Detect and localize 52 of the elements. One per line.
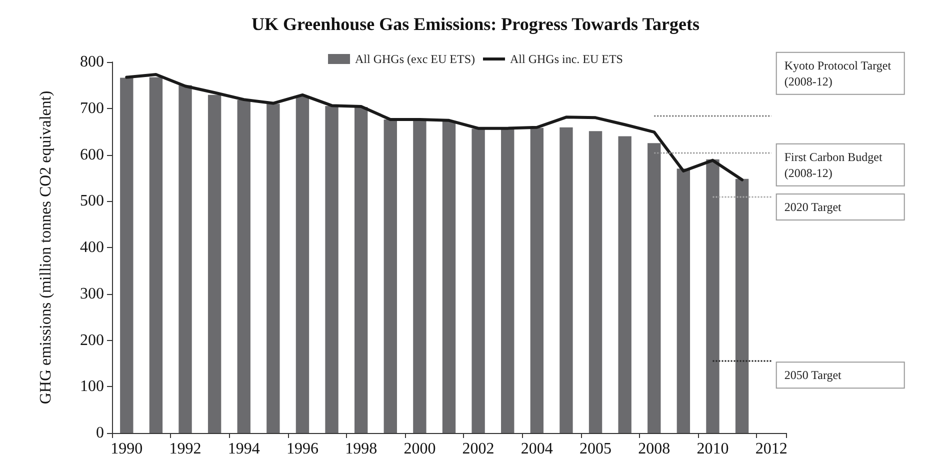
- bar: [354, 106, 368, 433]
- x-tick-label: 2010: [696, 440, 729, 458]
- bar: [472, 128, 485, 433]
- x-tick-label: 1998: [345, 440, 378, 458]
- bar: [501, 128, 514, 433]
- y-tick-label: 200: [80, 332, 104, 349]
- bar: [237, 100, 250, 433]
- y-tick-label: 700: [80, 100, 104, 117]
- bar: [208, 94, 222, 433]
- x-tick-label: 2005: [580, 440, 612, 458]
- bar: [706, 159, 720, 433]
- x-tick-label: 2002: [462, 440, 494, 458]
- bar: [384, 120, 397, 433]
- bar: [120, 78, 134, 433]
- bar: [442, 120, 456, 433]
- y-tick-label: 300: [80, 285, 104, 302]
- ref-line-label: Kyoto Protocol Target (2008-12): [784, 58, 894, 88]
- bar: [149, 77, 163, 433]
- x-tick-label: 2012: [755, 440, 788, 458]
- bar: [296, 96, 310, 433]
- y-tick-label: 800: [80, 54, 104, 70]
- y-tick-label: 100: [80, 378, 104, 396]
- x-tick-label: 1996: [286, 440, 318, 458]
- y-axis-title: GHG emissions (million tonnes CO2 equivalent): [38, 90, 54, 404]
- ref-line-label: 2020 Target: [784, 200, 842, 214]
- bar: [588, 131, 602, 433]
- x-tick-label: 2008: [638, 440, 670, 458]
- ref-line-label: First Carbon Budget (2008-12): [784, 150, 886, 180]
- bar: [325, 106, 338, 433]
- x-tick-label: 1992: [169, 440, 202, 458]
- bar: [266, 104, 280, 433]
- line-series: [125, 73, 744, 182]
- bar: [413, 120, 426, 433]
- bar: [560, 127, 573, 433]
- x-tick-label: 2004: [520, 440, 553, 458]
- y-tick-label: 600: [80, 146, 104, 164]
- chart-title: UK Greenhouse Gas Emissions: Progress Towards Targets: [251, 14, 700, 34]
- x-tick-label: 2000: [404, 440, 436, 458]
- bar: [530, 128, 544, 433]
- legend-label: All GHGs inc. EU ETS: [510, 52, 623, 66]
- y-tick-label: 0: [96, 424, 104, 442]
- legend-label: All GHGs (exc EU ETS): [355, 52, 475, 66]
- bar: [648, 143, 661, 433]
- bar: [618, 136, 632, 433]
- bar: [735, 178, 749, 433]
- x-tick-label: 1994: [228, 440, 260, 458]
- ref-line-label: 2050 Target: [784, 368, 842, 382]
- x-tick-label: 1990: [110, 440, 143, 458]
- bar: [178, 85, 192, 433]
- bar: [676, 168, 690, 433]
- y-tick-label: 500: [80, 192, 104, 210]
- y-tick-label: 400: [80, 239, 104, 256]
